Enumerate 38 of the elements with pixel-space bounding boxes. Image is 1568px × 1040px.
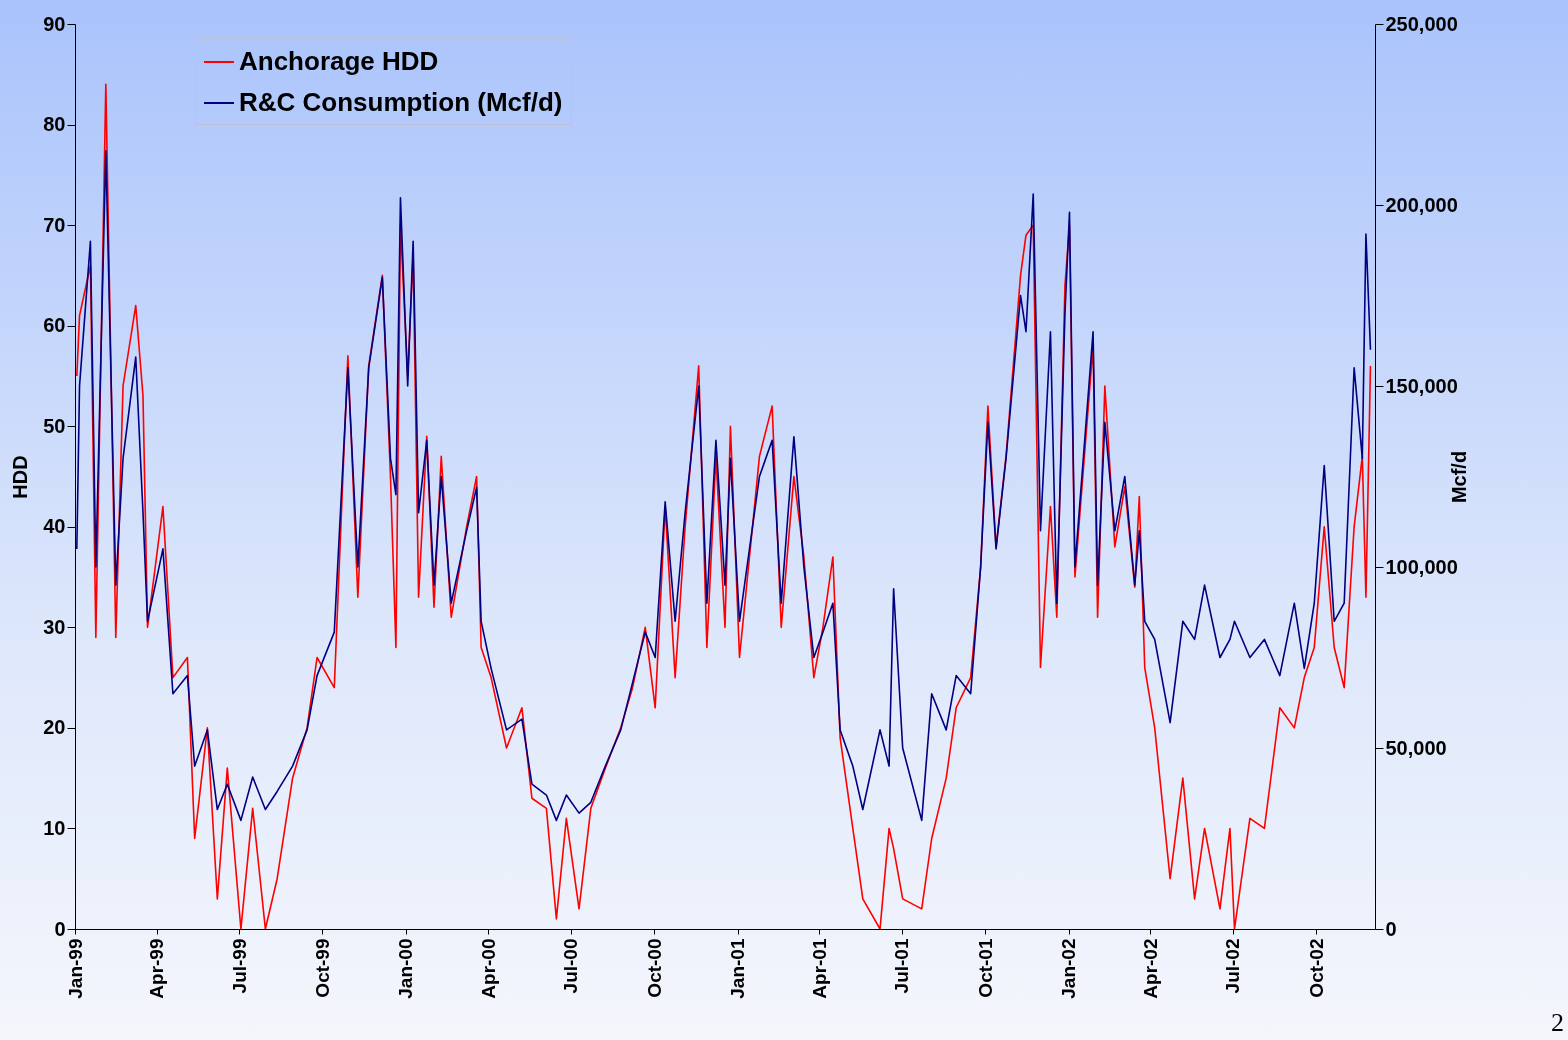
x-tick-label: Jul-00 [560,938,582,994]
x-tick-label: Apr-02 [1139,938,1161,999]
y-tick-label: 60 [43,314,66,337]
y2-tick-label: 0 [1385,917,1397,940]
y-tick-label: 30 [43,615,66,638]
line-series [76,149,1372,822]
y2-tick-label: 150,000 [1385,374,1458,397]
y2-tick-label: 200,000 [1385,193,1458,216]
y2-tick-label: 100,000 [1385,555,1458,578]
x-tick-label: Jul-01 [891,938,913,994]
y-axis-title: HDD [9,455,32,499]
y-tick-label: 20 [43,716,66,739]
x-tick-label: Jan-02 [1058,938,1080,999]
x-tick-label: Oct-99 [311,938,333,998]
text: 2 [1551,1008,1564,1038]
y-tick-label: 80 [43,113,66,136]
legend-label: R&C Consumption (Mcf/d) [239,87,563,117]
x-tick-label: Oct-02 [1305,938,1327,998]
x-tick-label: Jan-01 [727,938,749,999]
y2-tick-label: 250,000 [1385,12,1458,35]
x-tick-label: Oct-00 [643,938,665,998]
y2-tick-label: 50,000 [1385,736,1447,759]
y-tick-label: 10 [43,816,66,839]
y-tick-label: 50 [43,414,66,437]
x-tick-label: Apr-00 [477,938,499,999]
x-tick-label: Jul-02 [1222,938,1244,994]
x-tick-label: Jan-00 [395,938,417,999]
x-tick-label: Jul-99 [228,938,250,994]
y-tick-label: 90 [43,12,66,35]
x-tick-label: Jan-99 [64,938,86,999]
x-tick-label: Apr-01 [808,938,830,999]
y-tick-label: 0 [54,917,66,940]
legend-label: Anchorage HDD [239,46,439,76]
x-tick-label: Oct-01 [974,938,996,998]
y2-axis-title: Mcf/d [1447,450,1470,504]
y-tick-label: 70 [43,213,66,236]
x-tick-label: Apr-99 [146,938,168,999]
y-tick-label: 40 [43,515,66,538]
